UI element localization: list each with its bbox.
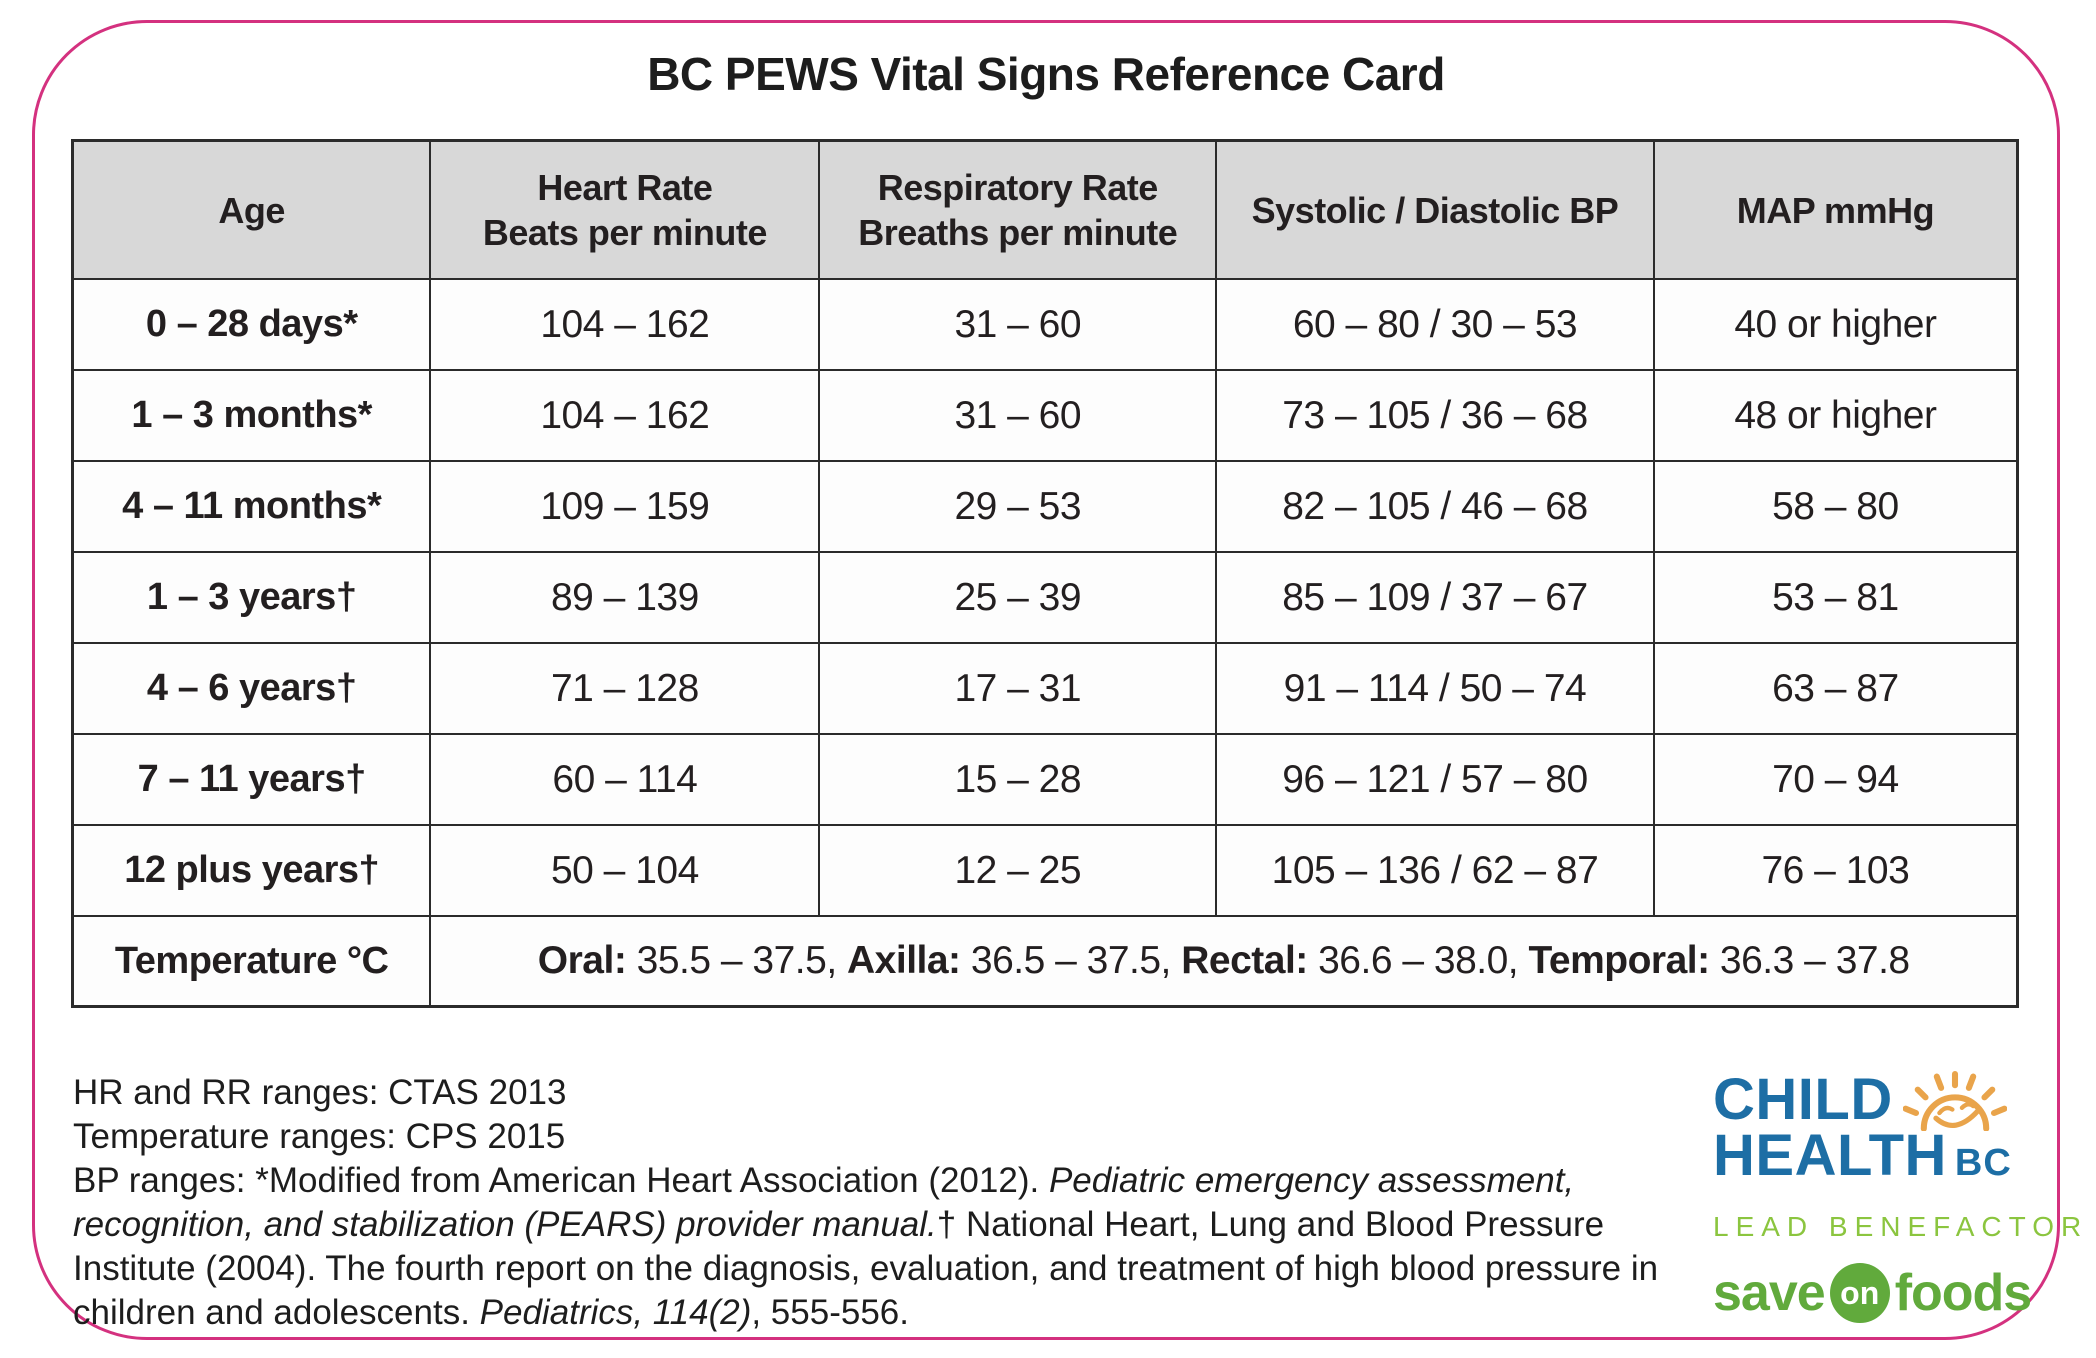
table-row: 7 – 11 years† 60 – 114 15 – 28 96 – 121 … (71, 733, 2019, 826)
resp-rate-cell: 17 – 31 (818, 642, 1218, 735)
header-line: Heart Rate (537, 167, 713, 208)
footnotes: HR and RR ranges: CTAS 2013 Temperature … (73, 1071, 1683, 1335)
resp-rate-cell: 15 – 28 (818, 733, 1218, 826)
resp-rate-cell: 25 – 39 (818, 551, 1218, 644)
text-segment: Axilla: (847, 939, 971, 982)
bp-cell: 91 – 114 / 50 – 74 (1215, 642, 1655, 735)
save-on-foods-on-circle: on (1829, 1263, 1890, 1323)
text-segment: Temporal: (1528, 939, 1720, 982)
map-cell: 58 – 80 (1652, 460, 2019, 553)
heart-rate-cell: 104 – 162 (429, 369, 821, 462)
save-on-foods-logo: save on foods (1713, 1263, 2033, 1323)
page-title: BC PEWS Vital Signs Reference Card (647, 48, 1445, 100)
text-segment: Oral: (537, 939, 637, 982)
table-row: 1 – 3 years† 89 – 139 25 – 39 85 – 109 /… (71, 551, 2019, 644)
table-row: 4 – 11 months* 109 – 159 29 – 53 82 – 10… (71, 460, 2019, 553)
bp-cell: 73 – 105 / 36 – 68 (1215, 369, 1655, 462)
heart-rate-cell: 104 – 162 (429, 278, 821, 371)
header-line: MAP mmHg (1736, 189, 1935, 231)
header-line: Breaths per minute (858, 212, 1178, 253)
save-on-foods-text-save: save (1713, 1264, 1826, 1322)
column-header-age: Age (71, 139, 432, 280)
resp-rate-cell: 31 – 60 (818, 369, 1218, 462)
column-header-heart-rate: Heart Rate Beats per minute (429, 139, 821, 280)
age-cell: 1 – 3 years† (71, 551, 432, 644)
sponsor-logos: CHILD (1713, 1067, 2081, 1323)
text-segment: 36.5 – 37.5, (970, 939, 1182, 982)
vital-signs-table: Age Heart Rate Beats per minute Respirat… (71, 139, 2019, 1008)
temperature-row: Temperature °C Oral: 35.5 – 37.5, Axilla… (71, 915, 2019, 1008)
age-cell: 12 plus years† (71, 824, 432, 917)
text-segment: 35.5 – 37.5, (636, 939, 847, 982)
age-cell: 4 – 11 months* (71, 460, 432, 553)
text-segment: BP ranges: *Modified from American Heart… (73, 1161, 1049, 1200)
text-segment: 36.3 – 37.8 (1719, 939, 1910, 982)
table-row: 12 plus years† 50 – 104 12 – 25 105 – 13… (71, 824, 2019, 917)
bp-cell: 105 – 136 / 62 – 87 (1215, 824, 1655, 917)
table-row: 1 – 3 months* 104 – 162 31 – 60 73 – 105… (71, 369, 2019, 462)
age-cell: 0 – 28 days* (71, 278, 432, 371)
bp-cell: 82 – 105 / 46 – 68 (1215, 460, 1655, 553)
lead-benefactor-label: LEAD BENEFACTOR (1713, 1211, 2089, 1242)
child-health-logo-row2: HEALTH BC (1713, 1123, 2012, 1188)
age-cell: 7 – 11 years† (71, 733, 432, 826)
heart-rate-cell: 50 – 104 (429, 824, 821, 917)
child-health-logo-text-health: HEALTH (1713, 1123, 1947, 1188)
text-segment: † National Heart, Lung and Blood Pressur… (73, 1205, 1659, 1332)
heart-rate-cell: 71 – 128 (429, 642, 821, 735)
age-cell: 1 – 3 months* (71, 369, 432, 462)
temperature-values-cell: Oral: 35.5 – 37.5, Axilla: 36.5 – 37.5, … (429, 915, 2019, 1008)
column-header-respiratory-rate: Respiratory Rate Breaths per minute (818, 139, 1218, 280)
footnote-temperature: Temperature ranges: CPS 2015 (73, 1117, 566, 1156)
resp-rate-cell: 31 – 60 (818, 278, 1218, 371)
footnote-bp: BP ranges: *Modified from American Heart… (73, 1159, 1683, 1335)
text-segment: , 555-556. (751, 1293, 909, 1332)
header-row: Age Heart Rate Beats per minute Respirat… (71, 139, 2019, 280)
reference-card: BC PEWS Vital Signs Reference Card Age H… (32, 20, 2081, 1340)
map-cell: 40 or higher (1652, 278, 2019, 371)
table-row: 0 – 28 days* 104 – 162 31 – 60 60 – 80 /… (71, 278, 2019, 371)
map-cell: 63 – 87 (1652, 642, 2019, 735)
column-header-map: MAP mmHg (1652, 139, 2019, 280)
bp-cell: 96 – 121 / 57 – 80 (1215, 733, 1655, 826)
map-cell: 76 – 103 (1652, 824, 2019, 917)
heart-rate-cell: 89 – 139 (429, 551, 821, 644)
bp-cell: 60 – 80 / 30 – 53 (1215, 278, 1655, 371)
child-health-logo-row1: CHILD (1713, 1067, 2008, 1132)
header-line: Age (218, 189, 285, 231)
resp-rate-cell: 12 – 25 (818, 824, 1218, 917)
resp-rate-cell: 29 – 53 (818, 460, 1218, 553)
map-cell: 70 – 94 (1652, 733, 2019, 826)
header-line: Beats per minute (482, 212, 768, 253)
column-header-bp: Systolic / Diastolic BP (1215, 139, 1655, 280)
map-cell: 53 – 81 (1652, 551, 2019, 644)
header-line: Respiratory Rate (877, 167, 1159, 208)
bp-cell: 85 – 109 / 37 – 67 (1215, 551, 1655, 644)
child-health-logo-text-bc: BC (1954, 1142, 2012, 1184)
text-segment: 36.6 – 38.0, (1318, 939, 1529, 982)
table-row: 4 – 6 years† 71 – 128 17 – 31 91 – 114 /… (71, 642, 2019, 735)
sun-icon (1902, 1069, 2008, 1136)
age-cell: 4 – 6 years† (71, 642, 432, 735)
temperature-label-cell: Temperature °C (71, 915, 432, 1008)
text-segment: Pediatric emergency assessment, recognit… (73, 1161, 1575, 1244)
map-cell: 48 or higher (1652, 369, 2019, 462)
text-segment: Rectal: (1181, 939, 1319, 982)
footnote-hr-rr: HR and RR ranges: CTAS 2013 (73, 1073, 567, 1112)
save-on-foods-text-foods: foods (1894, 1264, 2033, 1322)
heart-rate-cell: 109 – 159 (429, 460, 821, 553)
header-line: Systolic / Diastolic BP (1251, 189, 1619, 231)
text-segment: Pediatrics, 114(2) (479, 1293, 752, 1332)
child-health-logo-text-child: CHILD (1713, 1067, 1893, 1132)
heart-rate-cell: 60 – 114 (429, 733, 821, 826)
